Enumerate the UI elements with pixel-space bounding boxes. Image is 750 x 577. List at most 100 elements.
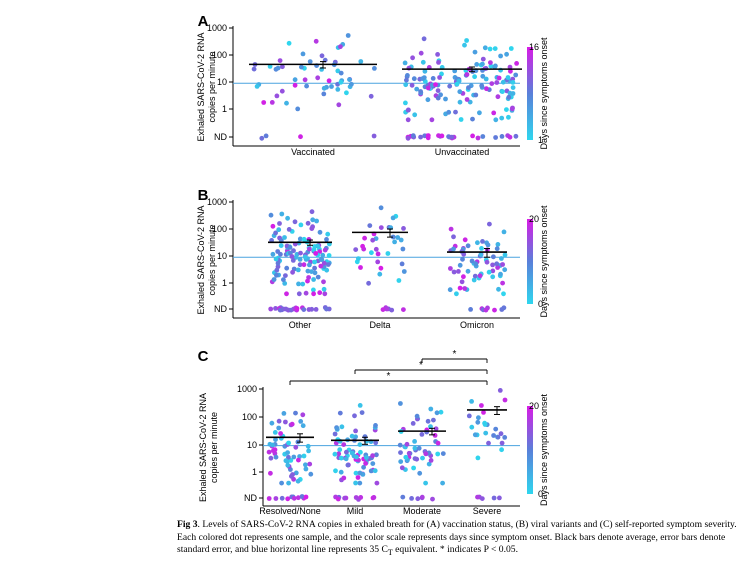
- panel-b-dot-omicron: [487, 221, 492, 227]
- panel-b-dot-omicron: [496, 286, 501, 292]
- panel-c-dot-resolvednone: [269, 420, 275, 426]
- panel-c-category-label: Mild: [347, 506, 364, 515]
- panel-c-dot-severe: [466, 413, 472, 419]
- panel-b-colorbar-min: 0: [538, 299, 543, 309]
- panel-b-dot-omicron: [483, 307, 489, 313]
- panel-a-dot-unvaccinated: [475, 135, 481, 141]
- panel-a-category-label: Unvaccinated: [435, 147, 490, 157]
- panel-a-dot-unvaccinated: [488, 63, 494, 69]
- panel-a-dot-vaccinated: [263, 133, 269, 139]
- panel-b-dot-other: [321, 286, 327, 292]
- panel-b-dot-other: [276, 227, 282, 233]
- panel-a-dot-unvaccinated: [470, 116, 475, 122]
- panel-b-dot-other: [301, 262, 307, 268]
- panel-a-dot-unvaccinated: [430, 76, 436, 81]
- panel-b-dot-omicron: [502, 252, 508, 258]
- panel-c-dot-moderate: [420, 455, 425, 461]
- panel-c-dot-mild: [368, 468, 374, 474]
- panel-a-dot-unvaccinated: [443, 96, 448, 102]
- panel-c-dot-severe: [498, 431, 504, 437]
- panel-a-dot-unvaccinated: [457, 99, 463, 105]
- panel-c-dot-moderate: [428, 406, 434, 412]
- panel-b-dot-omicron: [490, 262, 495, 268]
- panel-b-dot-omicron: [461, 274, 466, 280]
- panel-c-dot-severe: [499, 440, 505, 446]
- panel-b-dot-other: [302, 254, 308, 260]
- panel-a-dot-unvaccinated: [466, 85, 471, 90]
- panel-c-colorbar: [527, 406, 533, 494]
- panel-b-dot-omicron: [457, 285, 463, 291]
- panel-b-dot-other: [297, 257, 303, 262]
- panel-b-dot-omicron: [502, 267, 508, 273]
- panel-b-dot-other: [318, 263, 324, 269]
- panel-c-dot-mild: [370, 453, 375, 459]
- panel-a-y-label-2: copies per minute: [207, 51, 217, 122]
- panel-c-dot-mild: [372, 468, 378, 474]
- panel-a-dot-vaccinated: [347, 77, 352, 82]
- panel-b-category-label: Other: [289, 320, 312, 330]
- panel-b-dot-omicron: [501, 229, 507, 235]
- panel-c-dot-severe: [491, 495, 497, 501]
- panel-b-dot-omicron: [485, 242, 491, 248]
- panel-a-dot-unvaccinated: [509, 106, 515, 112]
- panel-c-dot-resolvednone: [307, 461, 313, 467]
- panel-c-dot-moderate: [434, 410, 440, 416]
- panel-b-dot-omicron: [472, 273, 478, 279]
- panel-a-dot-vaccinated: [275, 65, 281, 71]
- panel-b-dot-other: [306, 275, 311, 280]
- panel-b-dot-omicron: [500, 262, 505, 267]
- panel-c-dot-mild: [353, 428, 358, 434]
- panel-c-dot-mild: [370, 461, 376, 466]
- panel-a-dot-unvaccinated: [508, 68, 513, 74]
- panel-c-dot-resolvednone: [305, 443, 311, 449]
- panel-c-dot-severe: [486, 440, 491, 446]
- panel-c-dot-resolvednone: [285, 462, 291, 468]
- panel-c-colorbar-max: 20: [529, 401, 539, 411]
- panel-a-dot-unvaccinated: [506, 94, 512, 100]
- panel-c-y-label-2: copies per minute: [209, 412, 219, 483]
- panel-c-letter: C: [198, 348, 209, 365]
- panel-a-y-tick-label: 10: [217, 77, 227, 87]
- panel-a-dot-unvaccinated: [438, 92, 443, 98]
- panel-a-dot-vaccinated: [254, 84, 260, 89]
- panel-b-dot-other: [303, 290, 309, 296]
- panel-b-dot-omicron: [477, 273, 483, 279]
- panel-a-dot-vaccinated: [307, 59, 313, 64]
- panel-a-dot-unvaccinated: [495, 94, 501, 100]
- panel-a-dot-unvaccinated: [462, 42, 467, 48]
- panel-b-dot-other: [310, 217, 316, 223]
- panel-b-dot-other: [295, 267, 301, 273]
- panel-a-dot-unvaccinated: [483, 76, 489, 82]
- panel-c-dot-mild: [332, 431, 338, 437]
- panel-c-dot-mild: [357, 442, 363, 447]
- panel-b-dot-omicron: [475, 240, 480, 246]
- panel-b-dot-other: [317, 229, 323, 235]
- panel-b-dot-delta: [401, 269, 407, 274]
- panel-c-dot-severe: [491, 433, 496, 438]
- panel-b-dot-other: [325, 262, 331, 267]
- panel-b-dot-other: [274, 267, 280, 273]
- panel-c-dot-resolvednone: [295, 478, 301, 484]
- panel-b-dot-other: [305, 268, 311, 274]
- panel-c-dot-resolvednone: [293, 444, 299, 450]
- panel-b-dot-omicron: [501, 291, 506, 297]
- panel-a-colorbar-max: 16: [529, 42, 539, 52]
- panel-c-dot-resolvednone: [283, 419, 288, 425]
- panel-b-dot-other: [288, 307, 294, 313]
- panel-a-dot-vaccinated: [371, 133, 377, 139]
- panel-b-dot-delta: [378, 205, 384, 211]
- panel-a-dot-unvaccinated: [405, 117, 411, 123]
- panel-a-dot-unvaccinated: [464, 97, 470, 102]
- panel-c-colorbar-label: Days since symptoms onset: [539, 393, 549, 506]
- panel-c-dot-mild: [353, 470, 359, 476]
- panel-b-dot-delta: [385, 251, 391, 256]
- panel-b-dot-omicron: [462, 237, 468, 243]
- panel-c-dot-mild: [338, 455, 344, 461]
- panel-b-dot-other: [306, 307, 312, 312]
- panel-a-dot-unvaccinated: [498, 53, 503, 59]
- panel-a-dot-unvaccinated: [405, 107, 411, 113]
- panel-c-dot-severe: [469, 424, 475, 430]
- panel-b-dot-delta: [390, 215, 396, 221]
- panel-b-dot-delta: [360, 243, 365, 249]
- panel-c-dot-moderate: [416, 445, 422, 451]
